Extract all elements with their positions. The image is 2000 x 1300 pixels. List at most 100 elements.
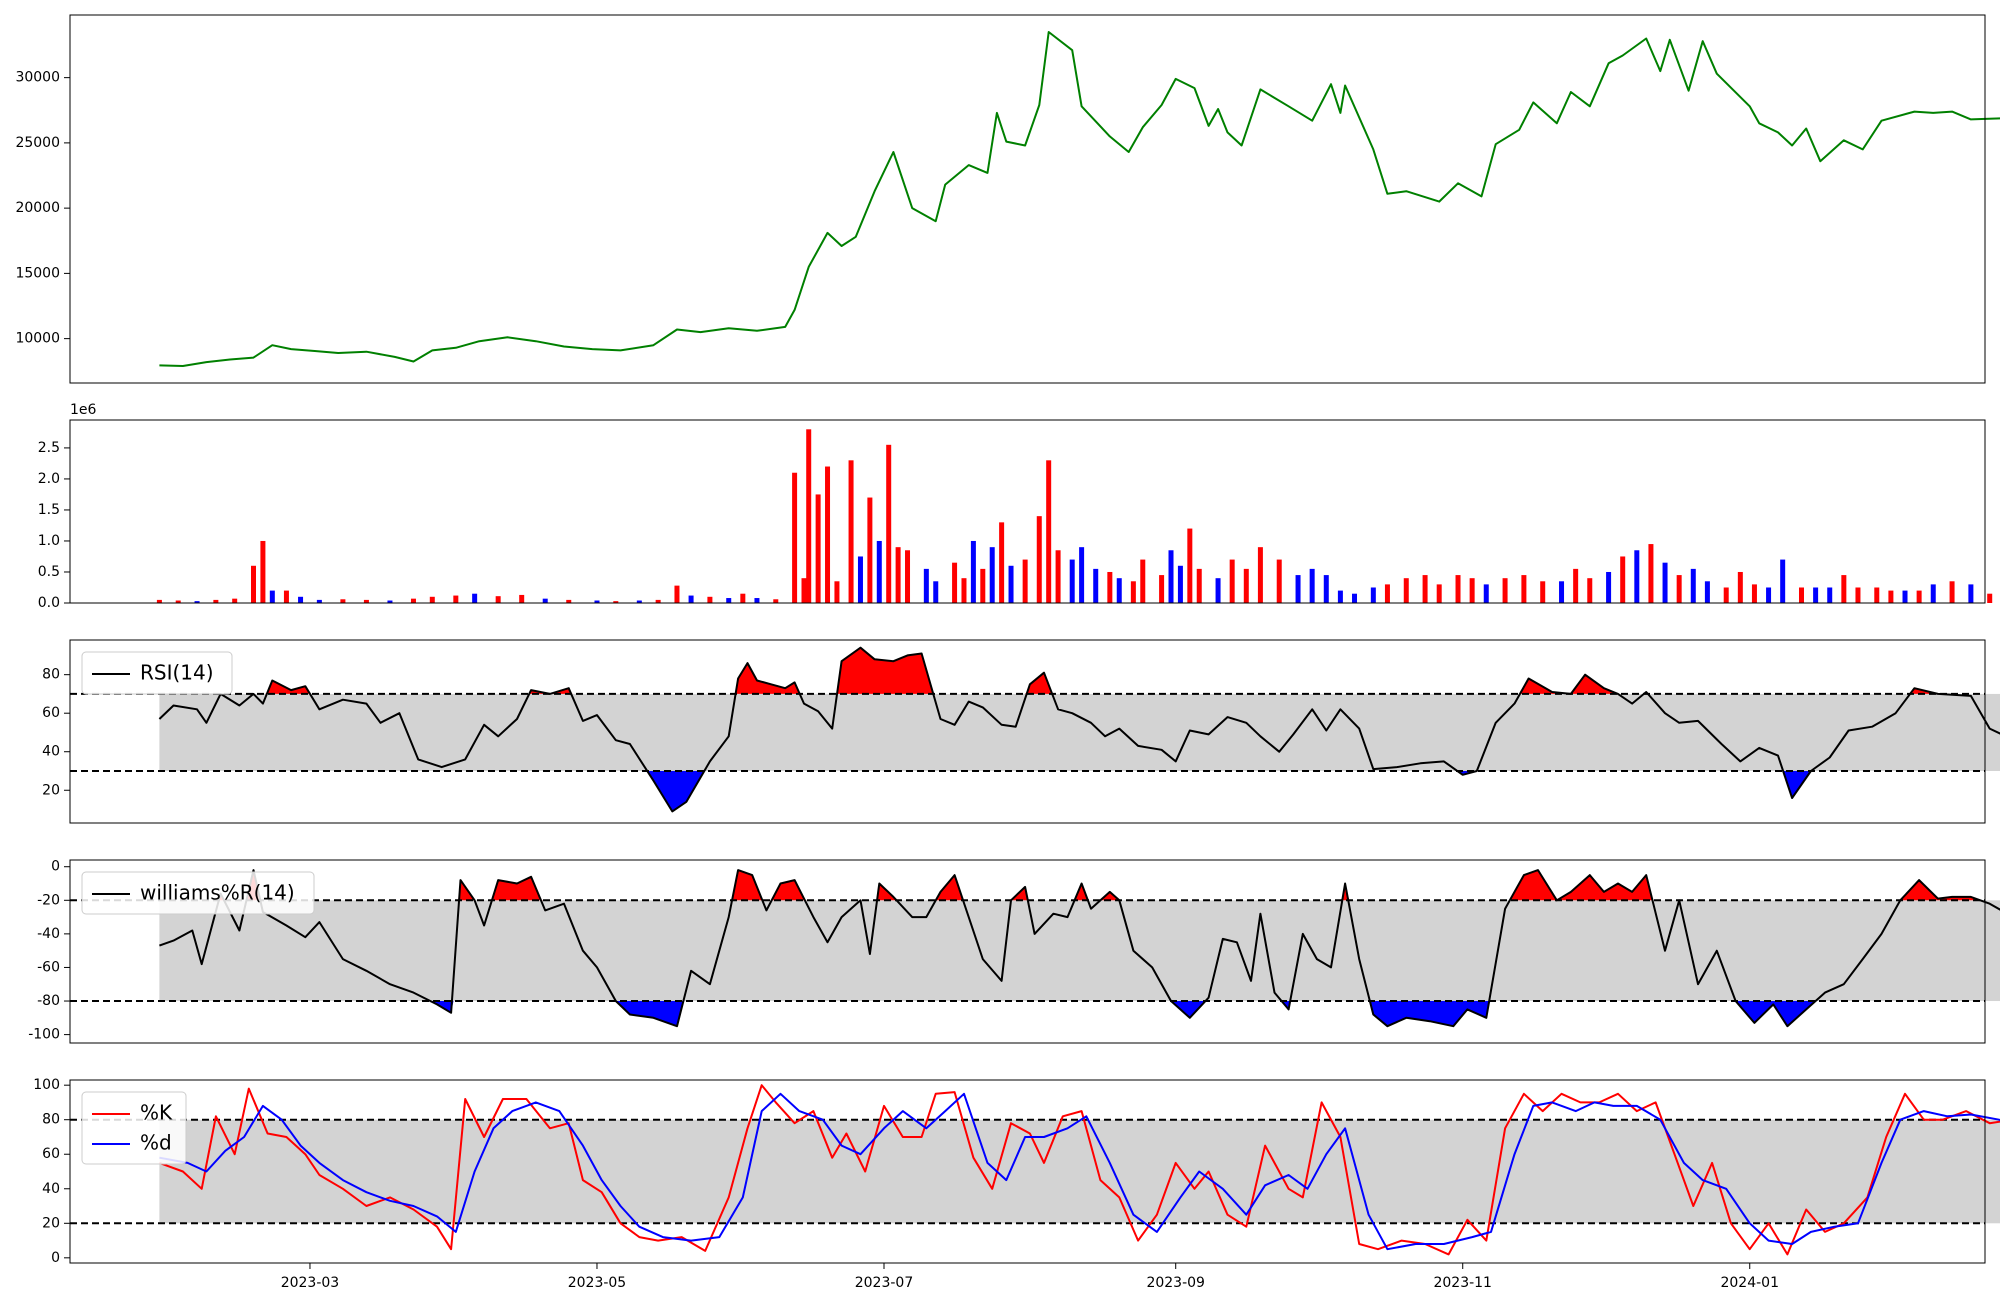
williams-line-williams%R(14): [159, 869, 2000, 1028]
volume-bar: [542, 598, 548, 603]
volume-bar: [1243, 568, 1249, 603]
volume-bar: [740, 593, 746, 603]
volume-bar: [1436, 584, 1442, 603]
x-axis: 2023-03 2023-05 2023-07 2023-09 2023-11 2024-…: [281, 1263, 1779, 1291]
volume-bar: [1780, 559, 1786, 603]
rsi-legend-label: RSI(14): [140, 661, 214, 685]
price-line: [159, 31, 2000, 367]
williams-legend-label: williams%R(14): [140, 881, 295, 905]
volume-bar: [495, 596, 501, 603]
volume-bar: [848, 460, 854, 603]
volume-bar: [707, 596, 713, 603]
volume-bar: [792, 472, 798, 603]
volume-bar: [1813, 587, 1819, 603]
volume-bar: [1634, 550, 1640, 603]
x-tick-label: 2023-03: [281, 1275, 340, 1291]
rsi-y-tick-label: 40: [42, 744, 60, 760]
volume-bar: [815, 494, 821, 603]
volume-bar: [387, 600, 393, 603]
volume-bar: [688, 595, 694, 603]
volume-bar: [1036, 516, 1042, 603]
volume-bar: [1069, 559, 1075, 603]
volume-bar: [1079, 547, 1085, 603]
volume-bar: [453, 595, 459, 603]
price-y-tick-label: 30000: [15, 70, 60, 86]
stochastic-y-tick-label: 60: [42, 1146, 60, 1162]
volume-bar: [1704, 581, 1710, 603]
volume-bar: [1196, 568, 1202, 603]
volume-bar: [905, 550, 911, 603]
volume-bar: [1874, 587, 1880, 603]
volume-bar: [1159, 575, 1165, 603]
volume-bar: [825, 466, 831, 603]
volume-bar: [1187, 528, 1193, 603]
volume-bar: [1662, 562, 1668, 603]
x-tick-label: 2023-09: [1146, 1275, 1205, 1291]
volume-bar: [773, 599, 779, 603]
volume-bar: [1888, 590, 1894, 603]
volume-bar: [1987, 593, 1993, 603]
volume-bar: [754, 598, 760, 603]
volume-bar: [636, 600, 642, 603]
volume-bar: [1766, 587, 1772, 603]
volume-bar: [980, 568, 986, 603]
volume-bar: [1107, 571, 1113, 603]
williams-y-tick-label: 0: [51, 859, 60, 875]
volume-bar: [999, 522, 1005, 603]
volume-bar: [1130, 581, 1136, 603]
x-tick-label: 2023-07: [855, 1275, 914, 1291]
volume-y-tick-label: 0.5: [38, 564, 60, 580]
volume-bar: [1469, 578, 1475, 603]
price-y-tick-label: 15000: [15, 265, 60, 281]
volume-bar: [472, 593, 478, 603]
volume-bar: [594, 600, 600, 603]
volume-bar: [1723, 587, 1729, 603]
panel-price: 10000 15000 20000 25000 30000: [15, 14, 2000, 384]
rsi-legend-box: [81, 651, 233, 695]
volume-bar: [876, 540, 882, 603]
volume-bar: [857, 556, 863, 603]
rsi-y-tick-label: 80: [42, 667, 60, 683]
volume-bar: [260, 540, 266, 603]
volume-bar: [726, 598, 732, 603]
price-y-tick-label: 25000: [15, 135, 60, 151]
volume-bar: [961, 578, 967, 603]
volume-bar: [298, 596, 304, 603]
volume-bar: [1276, 559, 1282, 603]
volume-bar: [1690, 568, 1696, 603]
volume-bar: [1352, 593, 1358, 603]
volume-bar: [1177, 565, 1183, 603]
volume-y-tick-label: 0.0: [38, 595, 60, 611]
volume-bar: [1949, 581, 1955, 603]
volume-bar: [655, 599, 661, 603]
stochastic-y-tick-label: 40: [42, 1181, 60, 1197]
volume-bar: [1295, 575, 1301, 603]
williams-y-tick-label: -100: [28, 1027, 60, 1043]
volume-y-tick-label: 1.5: [38, 502, 60, 518]
volume-bar: [1521, 575, 1527, 603]
volume-bar: [1737, 571, 1743, 603]
volume-bar: [251, 565, 257, 603]
volume-bar: [1116, 578, 1122, 603]
volume-bar: [1502, 578, 1508, 603]
volume-bar: [410, 598, 416, 603]
volume-bar: [1798, 587, 1804, 603]
price-plot-area: [70, 15, 1985, 383]
x-tick-label: 2023-11: [1433, 1275, 1492, 1291]
panel-williams: 0 -20 -40 -60 -80 -100 williams%R(14): [28, 859, 2000, 1044]
volume-bar: [1370, 587, 1376, 603]
volume-bar: [674, 585, 680, 603]
volume-bar: [801, 578, 807, 603]
volume-bar: [340, 599, 346, 603]
rsi-y-tick-label: 20: [42, 782, 60, 798]
volume-bar: [175, 600, 181, 603]
volume-bar: [1022, 559, 1028, 603]
volume-bar: [1606, 571, 1612, 603]
volume-bar: [933, 581, 939, 603]
volume-bar: [1855, 587, 1861, 603]
volume-bar: [1751, 584, 1757, 603]
volume-bar: [232, 598, 238, 603]
rsi-axes-frame: [69, 639, 1986, 824]
williams-axes-frame: [69, 859, 1986, 1044]
